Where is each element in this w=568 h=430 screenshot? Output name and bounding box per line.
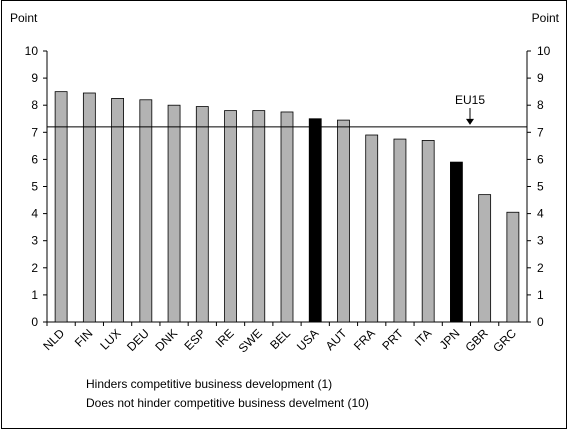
y-tick-label: 10 [25,44,39,58]
y2-tick-label: 4 [537,207,544,221]
bar [252,110,266,323]
x-tick-label: GBR [462,326,491,355]
bar [421,140,435,323]
bar [450,161,463,323]
y2-tick-label: 8 [537,98,544,112]
y2-tick-label: 7 [537,125,544,139]
x-tick-label: GRC [490,326,519,355]
x-tick-label: FIN [72,326,96,350]
y-tick-label: 2 [31,261,38,275]
y2-tick-label: 10 [537,44,551,58]
bar [280,111,294,323]
bar [393,138,407,323]
y-tick-label: 9 [31,71,38,85]
y2-tick-label: 1 [537,288,544,302]
bar [478,194,492,323]
y2-tick-label: 2 [537,261,544,275]
x-tick-label: USA [294,326,321,353]
y-tick-label: 5 [31,180,38,194]
y-tick-label: 4 [31,207,38,221]
x-tick-label: ESP [182,326,209,353]
x-tick-label: SWE [236,326,265,355]
x-tick-label: NLD [40,326,67,353]
bar [224,110,237,323]
reference-arrowhead [466,118,474,125]
y-tick-label: 6 [31,152,38,166]
bar [365,134,379,323]
y2-tick-label: 0 [537,315,544,329]
note: Hinders competitive business development… [86,377,332,391]
bar [139,99,153,323]
x-tick-label: JPN [437,326,463,352]
y2-tick-label: 9 [537,71,544,85]
x-tick-label: AUT [323,326,350,353]
y-tick-label: 3 [31,234,38,248]
bar [82,92,96,323]
bar [54,91,68,323]
reference-label: EU15 [455,93,485,107]
x-tick-label: IRE [213,326,237,350]
bar [506,211,520,323]
note: Does not hinder competitive business dev… [86,396,369,410]
bar [167,104,181,323]
x-tick-label: ITA [412,326,434,348]
y-tick-label: 0 [31,315,38,329]
x-tick-label: FRA [351,326,378,353]
x-tick-label: PRT [379,326,406,353]
y2-tick-label: 3 [537,234,544,248]
y2-tick-label: 5 [537,180,544,194]
x-tick-label: DNK [152,326,180,354]
bar [111,98,124,323]
y2-tick-label: 6 [537,152,544,166]
bar [195,106,209,323]
x-tick-label: LUX [97,326,123,352]
y-tick-label: 8 [31,98,38,112]
x-tick-label: BEL [267,326,293,352]
y-axis-label: Point [10,11,38,25]
x-tick-label: DEU [124,326,152,354]
bar [308,118,322,323]
y-tick-label: 1 [31,288,38,302]
y2-axis-label: Point [532,11,560,25]
bar [337,119,350,323]
y-tick-label: 7 [31,125,38,139]
